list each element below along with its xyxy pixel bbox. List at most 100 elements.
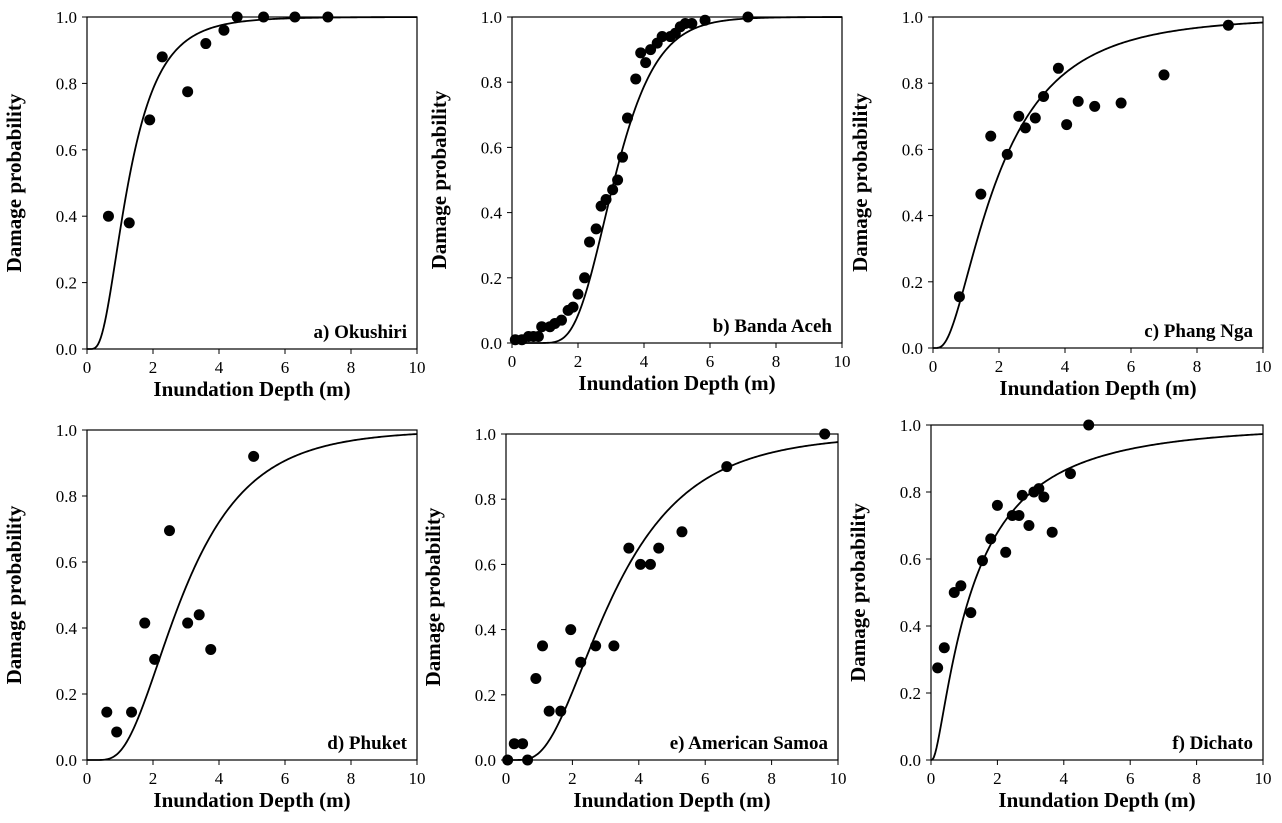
y-tick-label: 0.0 [475,751,496,770]
data-point [149,653,161,665]
data-point [600,194,612,206]
data-point [1038,491,1050,503]
y-tick-label: 0.4 [902,207,924,226]
data-point [289,11,301,23]
panel-label: a) Okushiri [314,322,407,343]
data-point [572,288,584,300]
x-tick-label: 2 [993,769,1002,788]
data-point [1033,483,1045,495]
data-point [721,461,733,473]
y-tick-label: 1.0 [56,8,77,27]
data-point [200,38,212,50]
data-point [699,14,711,26]
data-point [1089,100,1101,112]
data-point [218,24,230,36]
data-point [182,86,194,98]
data-point [1038,90,1050,102]
x-tick-label: 2 [568,769,577,788]
plot-area-frame [86,429,418,761]
chart-panel-6: 0 2 4 6 8 10 0.0 0.2 0.4 0.6 0.8 1.0 Inundation Dept… [846,416,1272,812]
data-point [985,130,997,142]
data-point [607,184,619,196]
panel-label: d) Phuket [327,733,407,754]
data-point [543,705,555,717]
x-tick-label: 6 [1126,769,1135,788]
data-point [1029,112,1041,124]
y-tick-label: 0.2 [475,686,496,705]
data-point [953,291,965,303]
data-point [156,51,168,63]
data-point [612,174,624,186]
y-tick-label: 0.6 [481,138,502,157]
data-point [123,217,135,229]
data-point [590,640,602,652]
x-tick-label: 4 [215,769,224,788]
data-point [522,754,534,766]
data-point [1083,419,1095,431]
x-tick-label: 4 [1061,357,1070,376]
data-point [676,526,688,538]
x-tick-label: 2 [149,358,158,377]
data-point [975,188,987,200]
y-axis-title: Damage probability [421,507,445,686]
fitted-curve [506,441,839,761]
x-tick-label: 4 [640,352,649,371]
data-point [579,272,591,284]
data-point [258,11,270,23]
data-point [182,617,194,629]
data-point [1052,62,1064,74]
x-axis-title: Inundation Depth (m) [573,788,770,812]
data-point [575,656,587,668]
x-axis-title: Inundation Depth (m) [153,377,350,401]
fitted-curve [930,433,1264,761]
data-point [653,542,665,554]
fitted-curve [87,433,418,761]
y-tick-label: 0.6 [56,141,77,160]
x-tick-label: 0 [508,352,517,371]
y-tick-label: 0.4 [56,207,78,226]
y-tick-label: 0.6 [900,550,921,569]
data-point [536,321,548,333]
x-tick-label: 6 [701,769,710,788]
chart-panel-5: 0 2 4 6 8 10 0.0 0.2 0.4 0.6 0.8 1.0 Inundation Dept… [421,425,847,812]
data-point [144,114,156,126]
x-axis-title: Inundation Depth (m) [999,376,1196,400]
y-tick-label: 1.0 [902,8,923,27]
x-tick-label: 6 [281,358,290,377]
y-tick-label: 0.8 [475,490,496,509]
data-point [819,428,831,440]
x-tick-label: 10 [1255,769,1272,788]
x-tick-label: 8 [772,352,781,371]
x-tick-label: 8 [1192,769,1201,788]
y-tick-label: 0.0 [56,751,77,770]
x-tick-label: 10 [834,352,851,371]
data-point [231,11,243,23]
data-point [1000,546,1012,558]
data-point [635,47,647,59]
y-tick-label: 0.2 [56,685,77,704]
data-point [584,236,596,248]
fitted-curve [933,21,1264,349]
data-point [101,706,113,718]
x-axis-title: Inundation Depth (m) [153,788,350,812]
y-axis-title: Damage probability [2,93,26,272]
x-tick-label: 6 [281,769,290,788]
plot-area-frame [505,433,839,761]
data-point [617,151,629,163]
fitted-curve [87,16,417,350]
y-tick-label: 0.4 [900,617,922,636]
data-point [985,533,997,545]
data-point [630,73,642,85]
x-tick-label: 4 [635,769,644,788]
data-point [644,558,656,570]
y-tick-label: 0.6 [475,555,496,574]
data-point [1016,489,1028,501]
y-axis-title: Damage probability [2,505,26,684]
plot-area-frame [932,16,1264,349]
y-tick-label: 0.8 [481,73,502,92]
x-axis-title: Inundation Depth (m) [998,788,1195,812]
panel-label: f) Dichato [1172,733,1253,754]
x-tick-label: 6 [1127,357,1136,376]
data-point [111,726,123,738]
y-tick-label: 0.2 [902,273,923,292]
